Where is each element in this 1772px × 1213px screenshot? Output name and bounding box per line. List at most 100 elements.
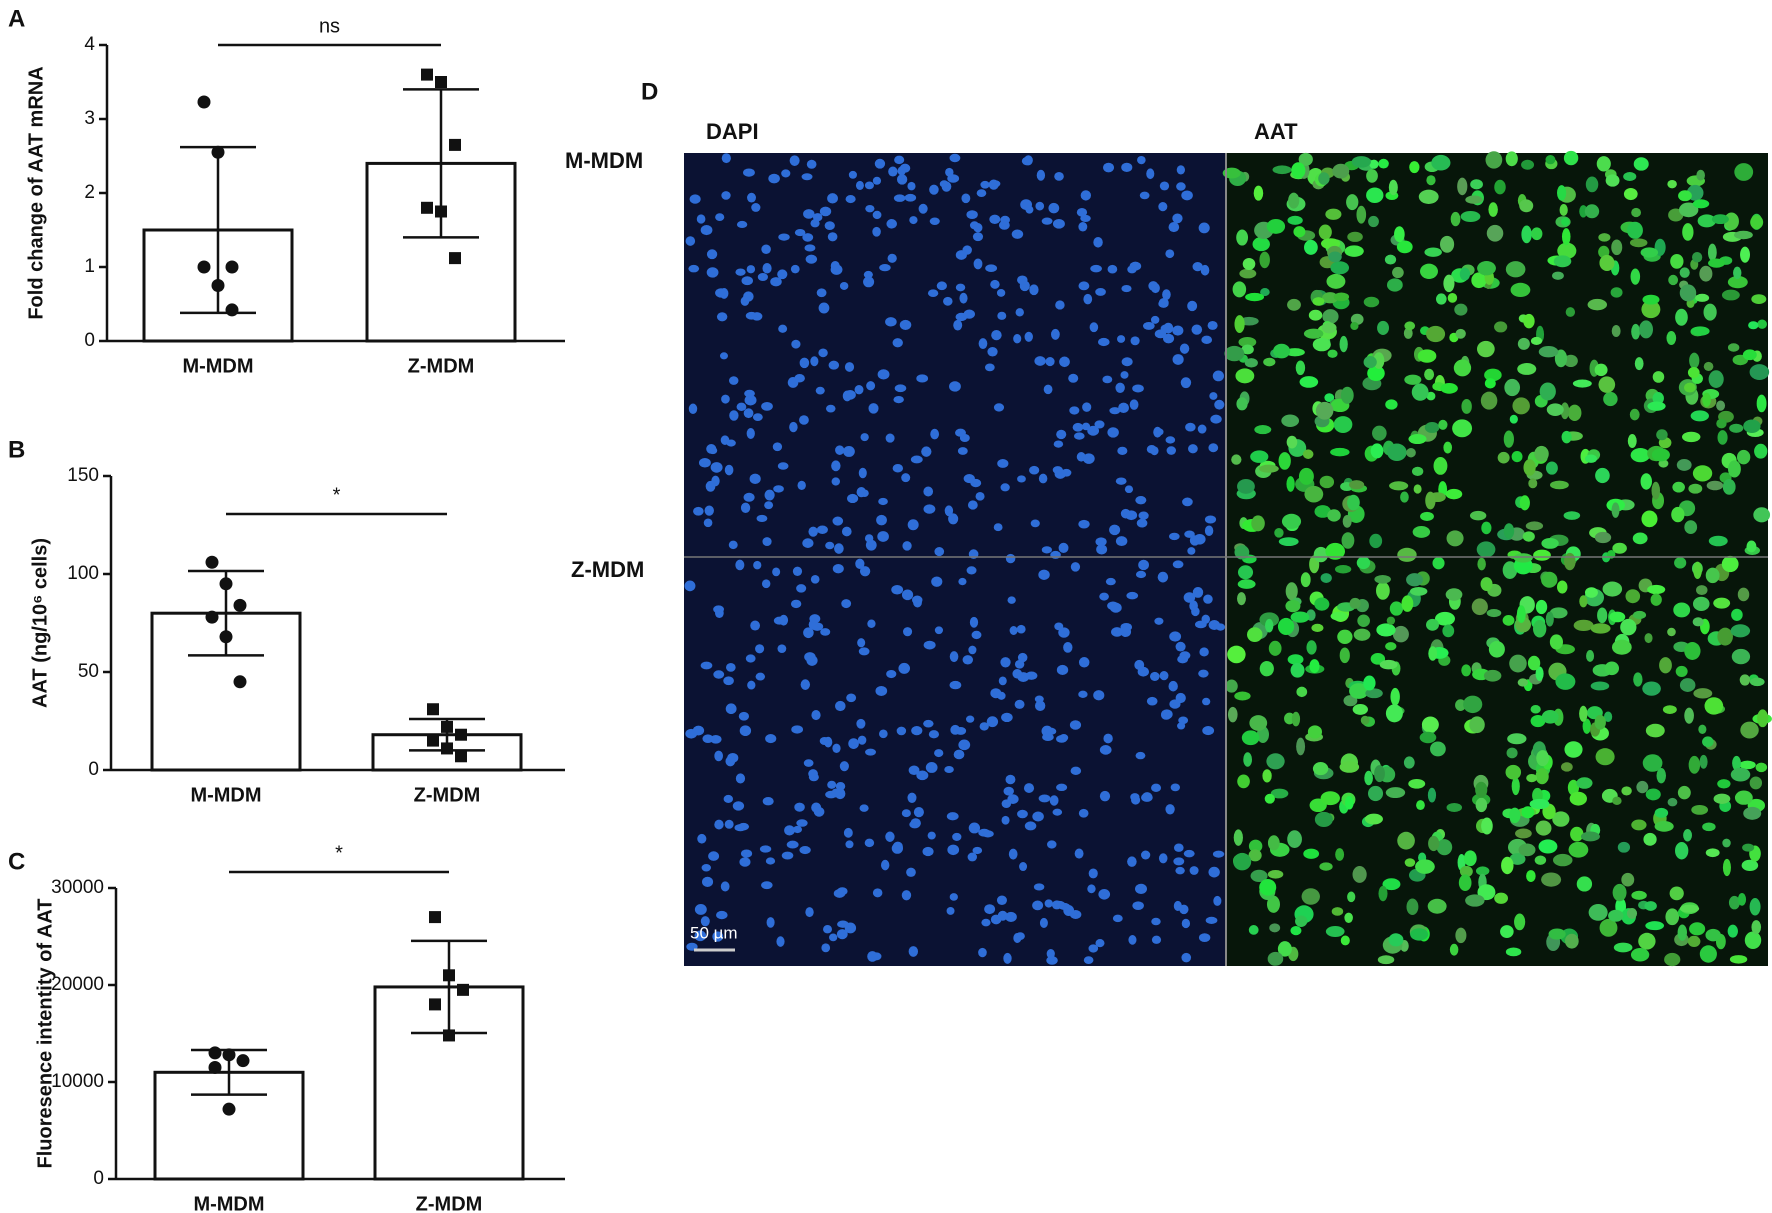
cell: [1469, 510, 1487, 521]
nucleus: [865, 204, 875, 213]
nucleus: [1141, 792, 1153, 802]
cell: [1406, 447, 1416, 458]
nucleus: [1139, 191, 1150, 200]
cell: [1620, 618, 1637, 636]
cell: [1545, 155, 1556, 165]
cell: [1461, 664, 1472, 677]
cell: [1691, 804, 1709, 815]
cell: [1438, 419, 1448, 430]
nucleus: [720, 435, 730, 445]
nucleus: [910, 455, 923, 464]
nucleus: [800, 679, 811, 690]
nucleus: [1126, 591, 1139, 600]
cell: [1743, 419, 1761, 433]
nucleus: [1163, 333, 1175, 344]
nucleus: [921, 446, 932, 457]
cell: [1418, 189, 1439, 204]
cell: [1419, 731, 1437, 744]
nucleus: [762, 537, 772, 547]
nucleus: [1160, 710, 1172, 720]
nucleus: [1120, 371, 1129, 379]
nucleus: [735, 268, 746, 276]
cell: [1484, 378, 1496, 389]
cell: [1641, 510, 1658, 528]
cell: [1344, 912, 1353, 923]
nucleus: [799, 357, 810, 369]
cell: [1321, 322, 1337, 334]
cell: [1633, 157, 1649, 171]
nucleus: [1049, 795, 1059, 806]
nucleus: [721, 191, 731, 200]
nucleus: [823, 924, 832, 934]
nucleus: [1115, 536, 1128, 547]
cell: [1534, 855, 1547, 865]
cell: [1644, 633, 1653, 644]
y-tick-label: 3: [84, 108, 95, 129]
nucleus: [839, 281, 849, 290]
nucleus: [967, 852, 978, 862]
cell: [1409, 587, 1428, 596]
nucleus: [688, 264, 700, 273]
nucleus: [685, 236, 696, 246]
nucleus: [848, 738, 859, 749]
cell: [1674, 557, 1687, 569]
nucleus: [1118, 402, 1129, 414]
cell: [1476, 541, 1496, 558]
nucleus: [972, 232, 984, 242]
cell: [1569, 791, 1587, 806]
cell: [1388, 933, 1404, 947]
cell: [1548, 928, 1566, 940]
nucleus: [728, 540, 738, 550]
cell: [1673, 602, 1691, 618]
nucleus: [818, 348, 828, 358]
cell: [1713, 793, 1731, 804]
cell: [1595, 748, 1615, 766]
cell: [1267, 951, 1284, 966]
nucleus: [735, 773, 746, 784]
nucleus: [842, 390, 852, 402]
cell: [1642, 294, 1660, 305]
nucleus: [772, 442, 783, 452]
nucleus: [1003, 786, 1014, 796]
nucleus: [1132, 901, 1144, 910]
y-tick-label: 10000: [51, 1071, 104, 1092]
nucleus: [1200, 264, 1210, 276]
cell: [1376, 581, 1390, 600]
nucleus: [1201, 335, 1213, 345]
cell: [1716, 400, 1726, 411]
cell: [1587, 298, 1608, 311]
cell: [1552, 271, 1564, 280]
cell: [1343, 695, 1358, 707]
nucleus: [802, 538, 814, 548]
cell: [1250, 869, 1268, 882]
nucleus: [751, 203, 761, 212]
nucleus: [1017, 475, 1026, 483]
cell: [1300, 572, 1311, 588]
cell: [1749, 364, 1770, 380]
cell: [1237, 592, 1246, 606]
nucleus: [1158, 202, 1168, 212]
cell: [1385, 704, 1403, 723]
nucleus: [1095, 287, 1106, 296]
cell: [1484, 368, 1502, 382]
cell: [1331, 907, 1344, 916]
nucleus: [855, 180, 864, 190]
nucleus: [858, 647, 870, 656]
cell: [1232, 281, 1247, 298]
nucleus: [1011, 229, 1024, 239]
cell: [1453, 359, 1472, 377]
nucleus: [736, 220, 748, 228]
nucleus: [1052, 219, 1065, 229]
cell: [1737, 587, 1750, 602]
nucleus: [893, 395, 904, 404]
nucleus: [898, 662, 911, 674]
nucleus: [747, 192, 756, 203]
nucleus: [1102, 375, 1113, 384]
cell: [1454, 303, 1468, 316]
nucleus: [791, 339, 801, 349]
nucleus: [858, 467, 867, 479]
cell: [1352, 866, 1367, 883]
cell: [1576, 876, 1593, 892]
nucleus: [777, 269, 788, 280]
cell: [1538, 839, 1558, 854]
